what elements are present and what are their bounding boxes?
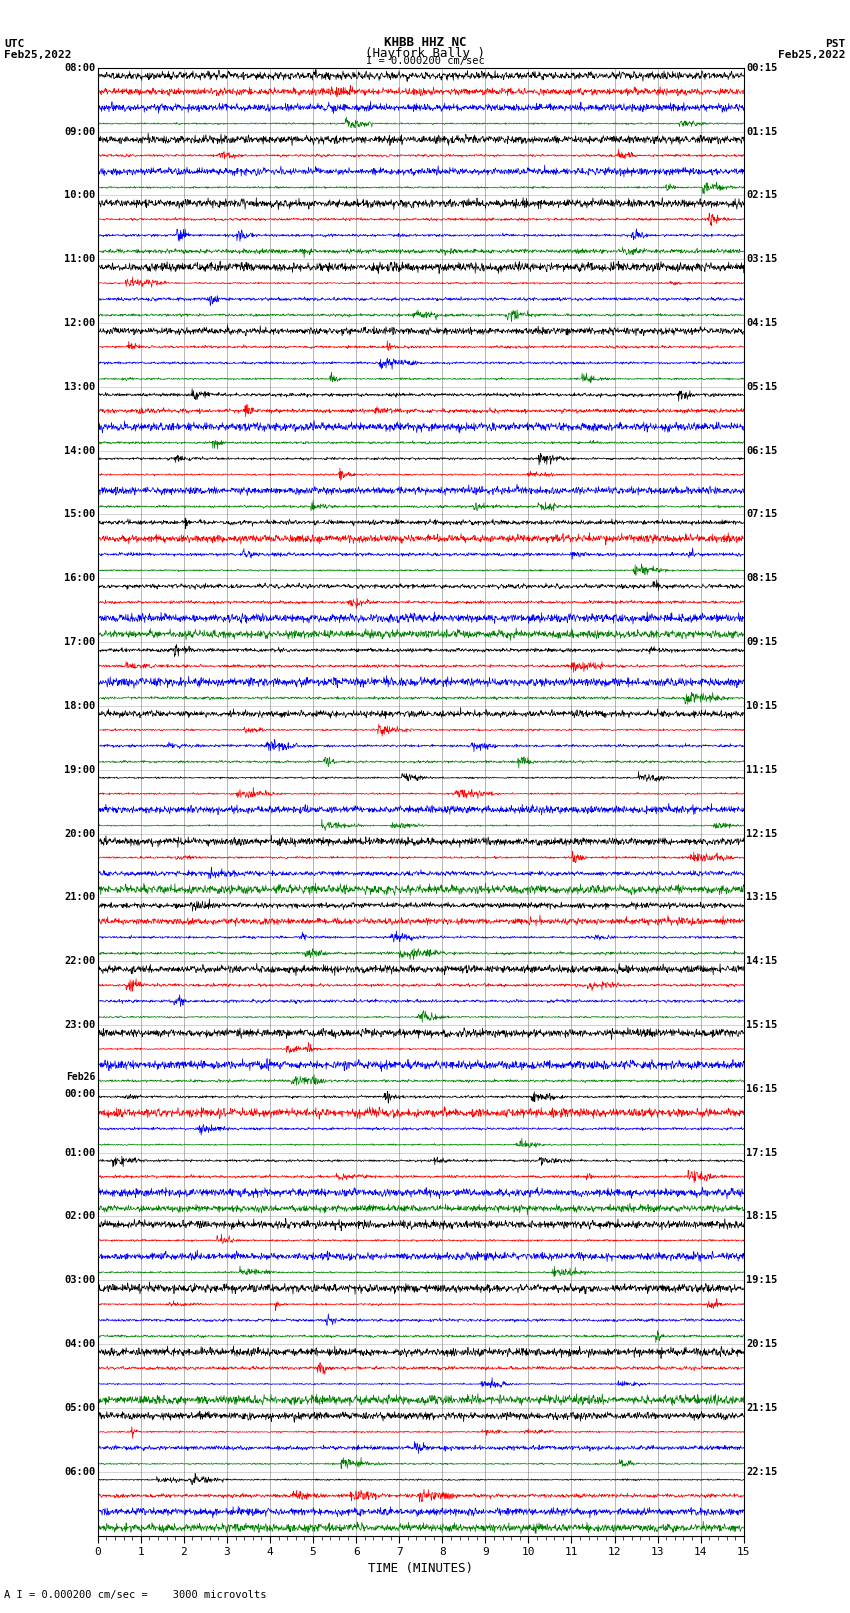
Text: 10:00: 10:00 (64, 190, 95, 200)
Text: 09:15: 09:15 (746, 637, 778, 647)
Text: 13:15: 13:15 (746, 892, 778, 902)
Text: 18:00: 18:00 (64, 702, 95, 711)
Text: 16:00: 16:00 (64, 573, 95, 584)
Text: 07:15: 07:15 (746, 510, 778, 519)
Text: 02:00: 02:00 (64, 1211, 95, 1221)
Text: 03:15: 03:15 (746, 255, 778, 265)
Text: Feb25,2022: Feb25,2022 (779, 50, 846, 60)
Text: 12:00: 12:00 (64, 318, 95, 327)
Text: 10:15: 10:15 (746, 702, 778, 711)
Text: 08:00: 08:00 (64, 63, 95, 73)
Text: 11:15: 11:15 (746, 765, 778, 774)
Text: A I = 0.000200 cm/sec =    3000 microvolts: A I = 0.000200 cm/sec = 3000 microvolts (4, 1590, 267, 1600)
Text: (Hayfork Bally ): (Hayfork Bally ) (365, 47, 485, 60)
Text: 21:15: 21:15 (746, 1403, 778, 1413)
Text: 17:15: 17:15 (746, 1148, 778, 1158)
Text: 06:15: 06:15 (746, 445, 778, 455)
Text: 23:00: 23:00 (64, 1019, 95, 1031)
Text: 20:00: 20:00 (64, 829, 95, 839)
Text: 01:00: 01:00 (64, 1148, 95, 1158)
Text: 22:00: 22:00 (64, 957, 95, 966)
Text: 14:15: 14:15 (746, 957, 778, 966)
Text: UTC: UTC (4, 39, 25, 50)
Text: 19:15: 19:15 (746, 1276, 778, 1286)
Text: 00:15: 00:15 (746, 63, 778, 73)
Text: Feb26: Feb26 (65, 1073, 95, 1082)
Text: 22:15: 22:15 (746, 1466, 778, 1478)
Text: 09:00: 09:00 (64, 126, 95, 137)
Text: 14:00: 14:00 (64, 445, 95, 455)
Text: 12:15: 12:15 (746, 829, 778, 839)
Text: 19:00: 19:00 (64, 765, 95, 774)
Text: 21:00: 21:00 (64, 892, 95, 902)
Text: 05:15: 05:15 (746, 382, 778, 392)
Text: Feb25,2022: Feb25,2022 (4, 50, 71, 60)
Text: 17:00: 17:00 (64, 637, 95, 647)
Text: I = 0.000200 cm/sec: I = 0.000200 cm/sec (366, 56, 484, 66)
Text: 08:15: 08:15 (746, 573, 778, 584)
Text: 18:15: 18:15 (746, 1211, 778, 1221)
Text: 11:00: 11:00 (64, 255, 95, 265)
X-axis label: TIME (MINUTES): TIME (MINUTES) (368, 1561, 473, 1574)
Text: 04:15: 04:15 (746, 318, 778, 327)
Text: 02:15: 02:15 (746, 190, 778, 200)
Text: 00:00: 00:00 (64, 1089, 95, 1098)
Text: PST: PST (825, 39, 846, 50)
Text: 13:00: 13:00 (64, 382, 95, 392)
Text: 15:15: 15:15 (746, 1019, 778, 1031)
Text: 20:15: 20:15 (746, 1339, 778, 1348)
Text: 01:15: 01:15 (746, 126, 778, 137)
Text: 05:00: 05:00 (64, 1403, 95, 1413)
Text: 15:00: 15:00 (64, 510, 95, 519)
Text: 06:00: 06:00 (64, 1466, 95, 1478)
Text: 03:00: 03:00 (64, 1276, 95, 1286)
Text: 16:15: 16:15 (746, 1084, 778, 1094)
Text: KHBB HHZ NC: KHBB HHZ NC (383, 35, 467, 50)
Text: 04:00: 04:00 (64, 1339, 95, 1348)
